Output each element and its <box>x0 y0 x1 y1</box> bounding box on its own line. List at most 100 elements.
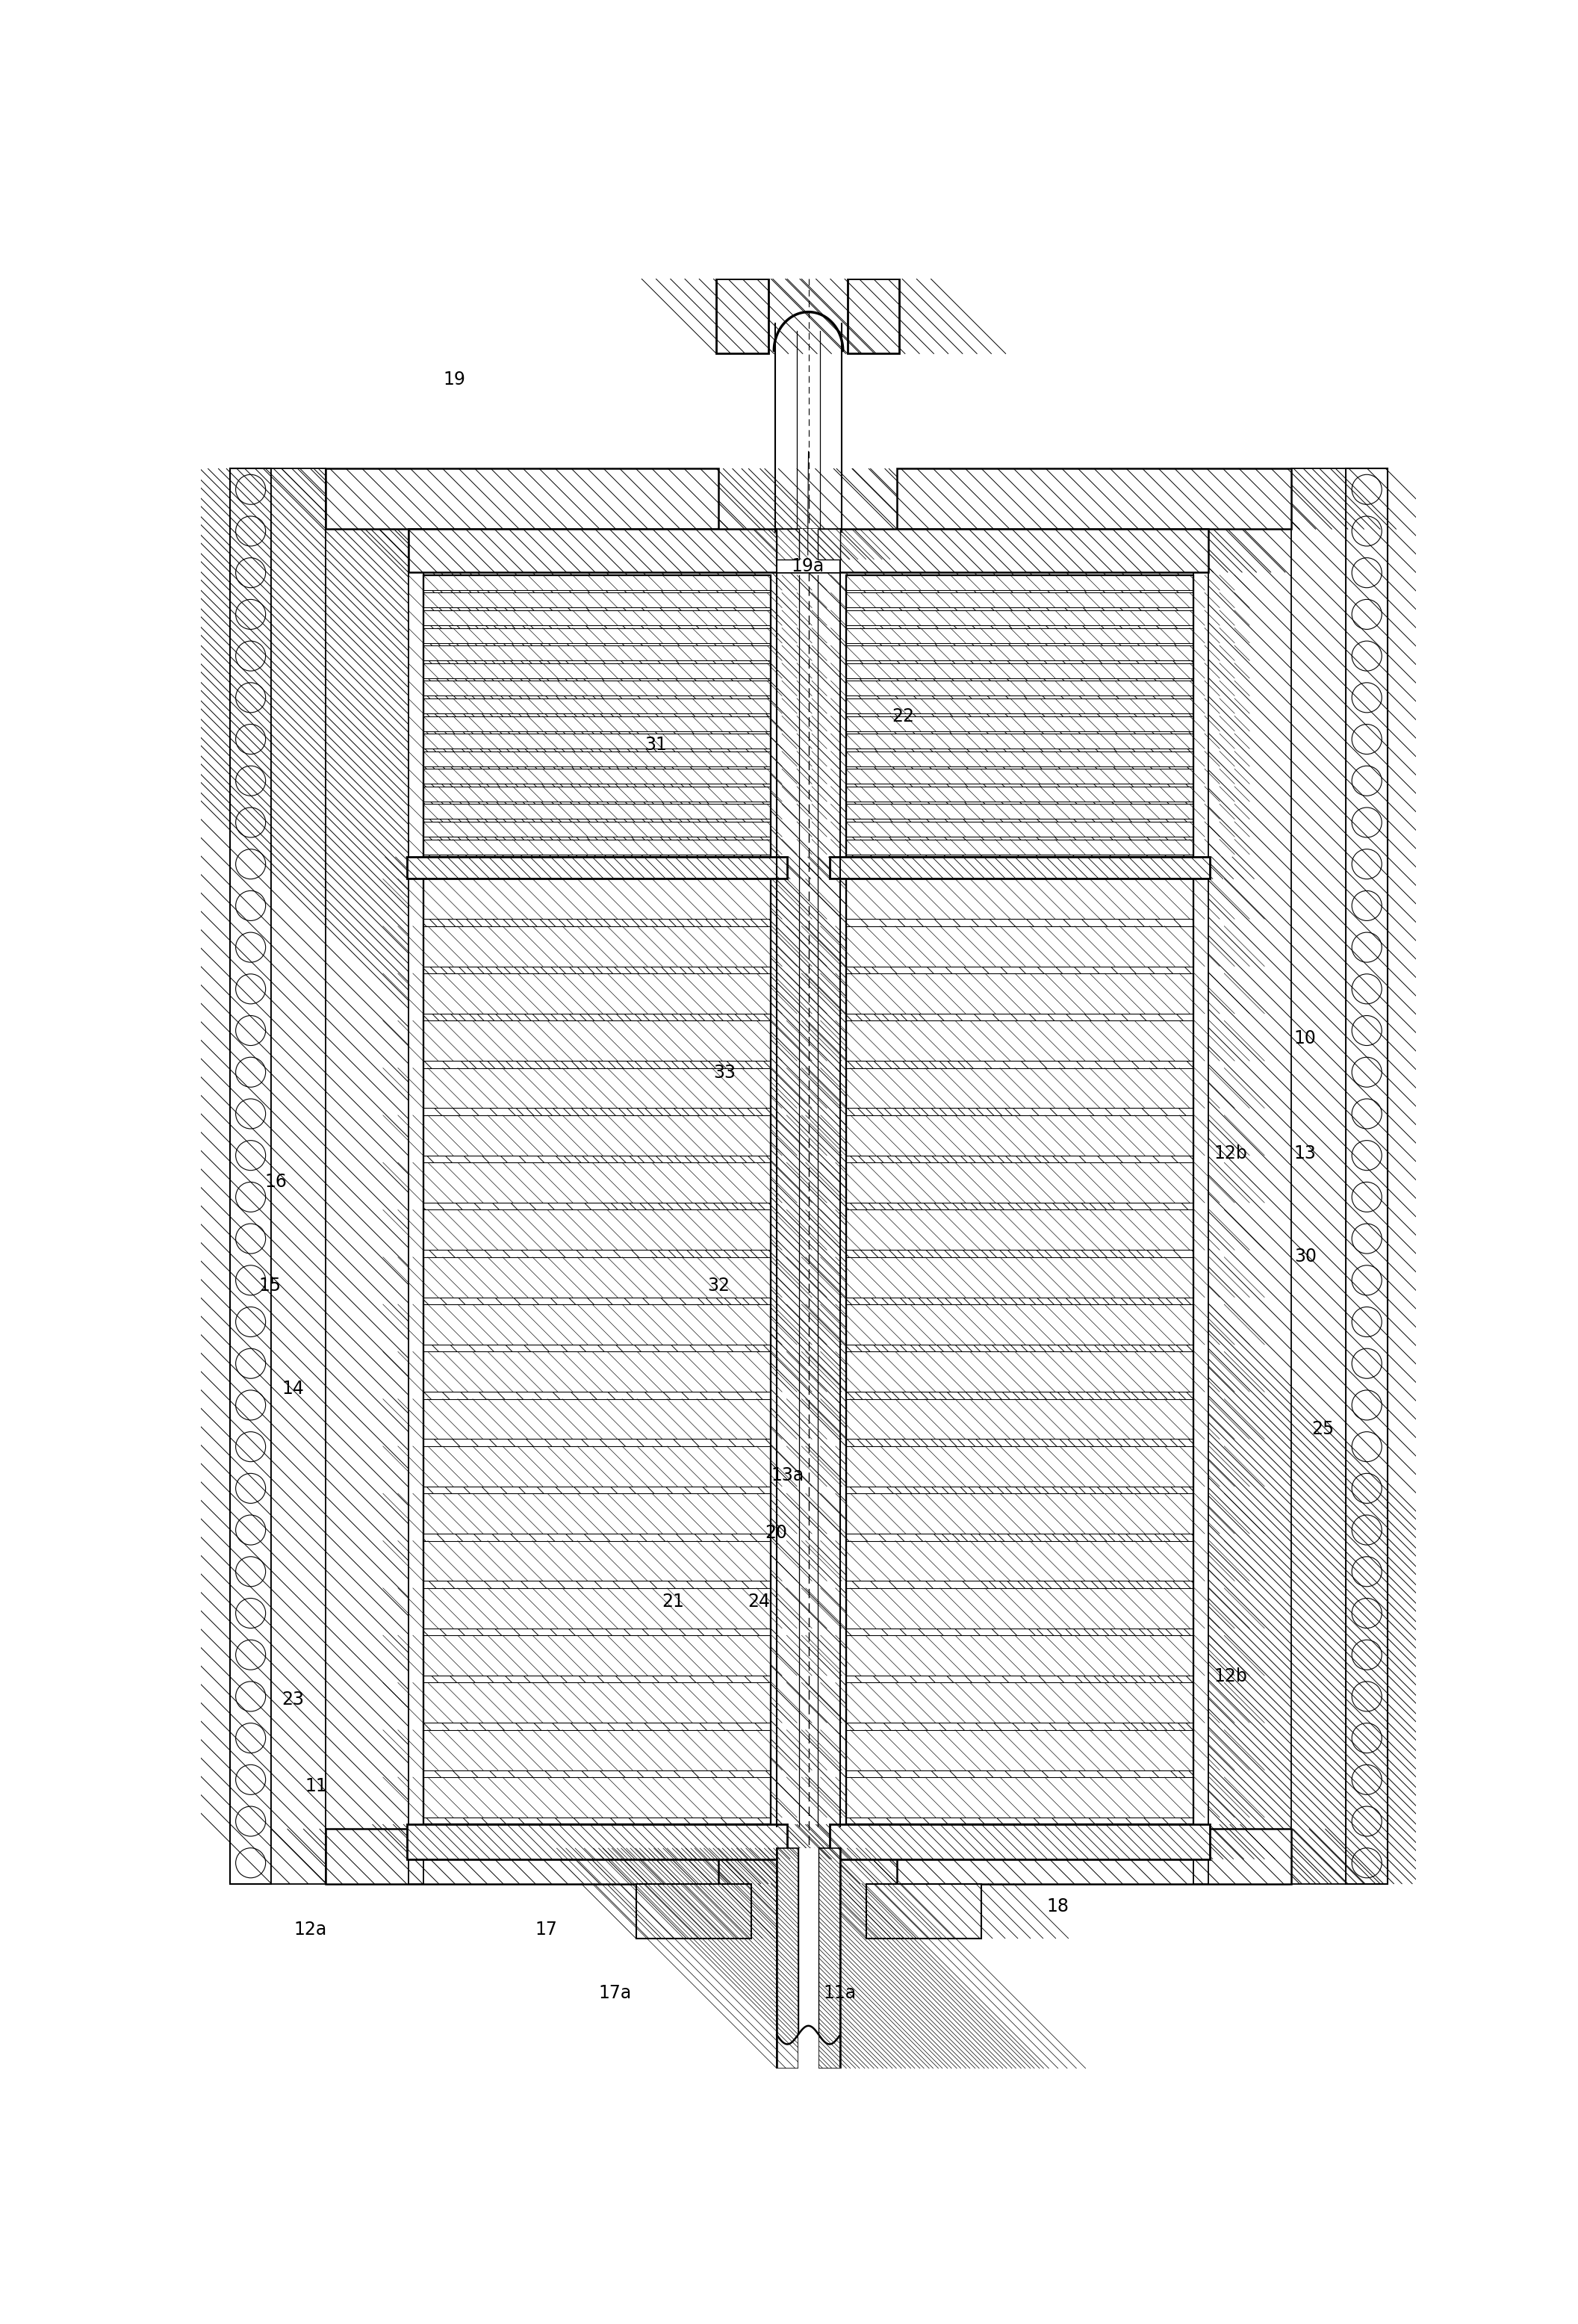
Bar <box>423 593 772 607</box>
Bar <box>846 611 1193 625</box>
Bar <box>846 1116 1193 1155</box>
Circle shape <box>1352 1183 1382 1213</box>
Text: 13: 13 <box>1294 1143 1316 1162</box>
Bar <box>409 530 424 1885</box>
Bar <box>846 1020 1193 1060</box>
Circle shape <box>235 641 265 672</box>
Circle shape <box>235 1141 265 1171</box>
Text: 16: 16 <box>265 1174 287 1190</box>
Circle shape <box>1352 516 1382 546</box>
Bar <box>423 574 772 590</box>
Circle shape <box>235 600 265 630</box>
Bar <box>776 530 798 560</box>
Circle shape <box>1352 1557 1382 1587</box>
Bar <box>423 974 772 1013</box>
Bar <box>327 469 718 530</box>
Bar <box>846 823 1193 837</box>
Circle shape <box>235 1264 265 1294</box>
Bar <box>846 662 1193 679</box>
Bar <box>423 681 772 695</box>
Circle shape <box>235 1057 265 1088</box>
Bar <box>423 716 772 732</box>
Circle shape <box>1352 474 1382 504</box>
Bar <box>423 1069 772 1109</box>
Circle shape <box>1352 1057 1382 1088</box>
Text: 19: 19 <box>443 370 466 388</box>
Bar <box>423 734 772 748</box>
Bar <box>846 700 1193 713</box>
Circle shape <box>1352 1432 1382 1462</box>
Circle shape <box>1352 558 1382 588</box>
Bar <box>798 1848 819 2068</box>
Bar <box>846 751 1193 767</box>
Circle shape <box>235 1390 265 1420</box>
Text: 30: 30 <box>1294 1248 1316 1267</box>
Text: 12a: 12a <box>294 1920 327 1938</box>
Circle shape <box>235 1848 265 1878</box>
Circle shape <box>1352 932 1382 962</box>
Text: 17: 17 <box>535 1920 557 1938</box>
Bar <box>423 925 772 967</box>
Bar <box>423 878 772 1824</box>
Bar <box>423 1353 772 1392</box>
Text: 23: 23 <box>282 1690 305 1708</box>
Circle shape <box>1352 1683 1382 1710</box>
Circle shape <box>1352 1141 1382 1171</box>
Text: 19a: 19a <box>791 558 824 576</box>
Bar <box>846 878 1193 1824</box>
Circle shape <box>1352 890 1382 920</box>
Text: 11: 11 <box>305 1778 327 1794</box>
Circle shape <box>235 890 265 920</box>
Bar <box>846 646 1193 660</box>
Bar <box>846 1541 1193 1580</box>
Bar <box>423 1636 772 1676</box>
Circle shape <box>1352 767 1382 795</box>
Text: 12b: 12b <box>1213 1669 1247 1685</box>
Circle shape <box>1352 1722 1382 1752</box>
Circle shape <box>235 1683 265 1710</box>
Bar <box>846 1353 1193 1392</box>
Bar <box>423 1211 772 1250</box>
Bar <box>423 646 772 660</box>
Bar <box>716 279 768 353</box>
Circle shape <box>235 767 265 795</box>
Circle shape <box>235 848 265 878</box>
Circle shape <box>235 1306 265 1336</box>
Bar <box>1193 530 1209 1885</box>
Circle shape <box>235 1348 265 1378</box>
Circle shape <box>235 558 265 588</box>
Circle shape <box>1352 1848 1382 1878</box>
Circle shape <box>235 1599 265 1629</box>
Circle shape <box>1352 1016 1382 1046</box>
Bar <box>423 1020 772 1060</box>
Bar <box>776 1848 798 2068</box>
Bar <box>423 700 772 713</box>
Circle shape <box>1352 1764 1382 1794</box>
Circle shape <box>1352 1306 1382 1336</box>
Bar <box>423 574 772 858</box>
Bar <box>423 1304 772 1346</box>
Circle shape <box>235 1099 265 1129</box>
Bar <box>423 611 772 625</box>
Bar <box>846 1304 1193 1346</box>
Bar <box>776 530 841 572</box>
Bar <box>846 974 1193 1013</box>
Circle shape <box>1352 1225 1382 1253</box>
Circle shape <box>1352 600 1382 630</box>
Text: 13a: 13a <box>772 1466 805 1485</box>
Circle shape <box>235 683 265 713</box>
Circle shape <box>1352 1390 1382 1420</box>
Bar <box>423 1587 772 1629</box>
Bar <box>423 1729 772 1771</box>
Bar <box>896 1829 1291 1885</box>
Bar <box>846 804 1193 818</box>
Circle shape <box>235 1183 265 1213</box>
Circle shape <box>235 1806 265 1836</box>
Circle shape <box>1352 641 1382 672</box>
Circle shape <box>1352 974 1382 1004</box>
Circle shape <box>235 1473 265 1504</box>
Bar <box>846 1162 1193 1204</box>
Text: 31: 31 <box>644 737 666 753</box>
Circle shape <box>1352 1348 1382 1378</box>
Circle shape <box>1352 1264 1382 1294</box>
